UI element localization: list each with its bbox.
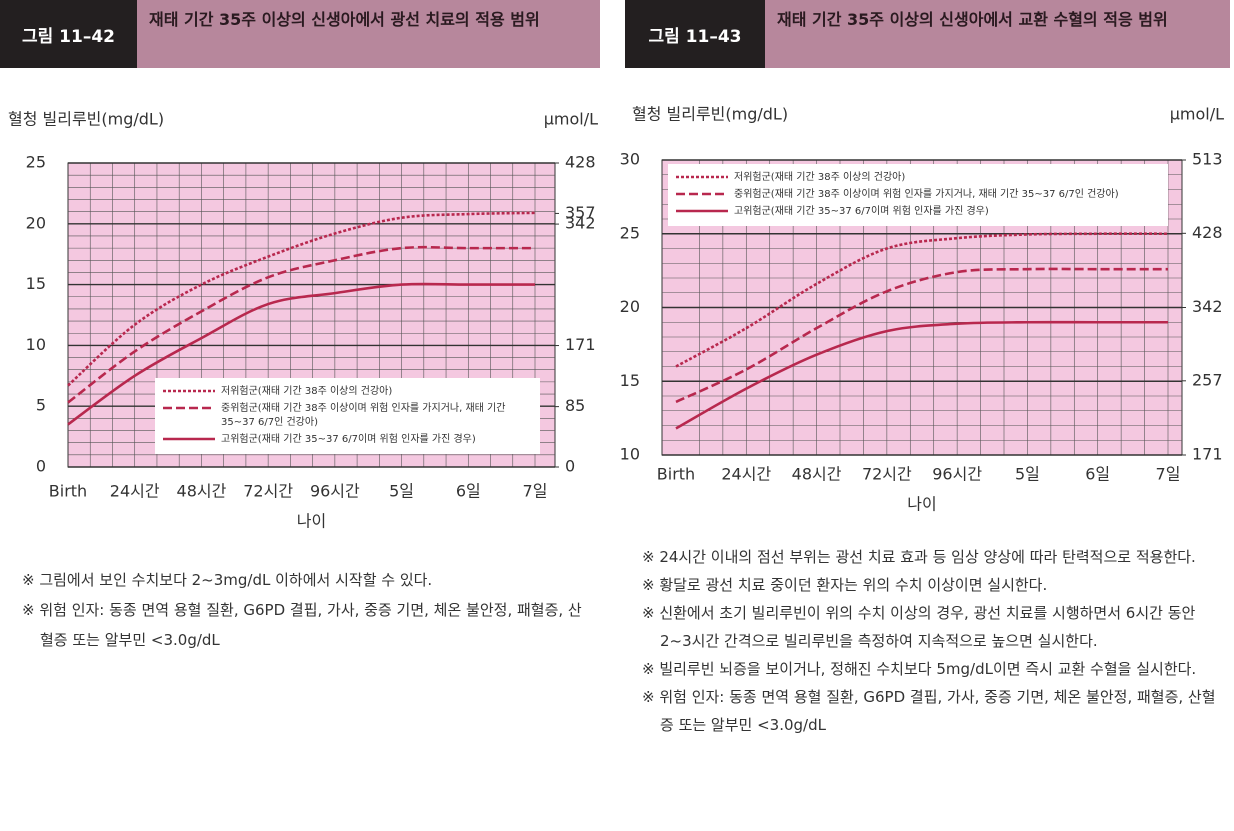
y-tick-label: 15 — [620, 371, 640, 390]
note: ※ 그림에서 보인 수치보다 2~3mg/dL 이하에서 시작할 수 있다. — [22, 571, 433, 589]
legend-label: 중위험군(재태 기간 38주 이상이며 위험 인자를 가지거나, 재태 기간 3… — [734, 189, 1119, 200]
y2-tick-label: 428 — [1192, 223, 1223, 242]
legend-swatch — [676, 209, 728, 213]
figure-title: 재태 기간 35주 이상의 신생아에서 광선 치료의 적용 범위 — [137, 0, 600, 68]
y2-tick-label: 428 — [565, 153, 596, 172]
x-tick-label: 24시간 — [721, 465, 771, 484]
legend-item: 중위험군(재태 기간 38주 이상이며 위험 인자를 가지거나, 재태 기간 3… — [161, 402, 534, 430]
legend: 저위험군(재태 기간 38주 이상의 건강아) 중위험군(재태 기간 38주 이상… — [155, 378, 540, 454]
figure-title: 재태 기간 35주 이상의 신생아에서 교환 수혈의 적응 범위 — [765, 0, 1230, 68]
y2-tick-label: 171 — [565, 335, 596, 354]
y-axis-label: 혈청 빌리루빈(mg/dL) — [8, 110, 164, 129]
y-axis-label: 혈청 빌리루빈(mg/dL) — [632, 105, 788, 124]
y2-tick-label: 342 — [1192, 297, 1223, 316]
legend-item: 저위험군(재태 기간 38주 이상의 건강아) — [674, 171, 1162, 185]
notes: ※ 24시간 이내의 점선 부위는 광선 치료 효과 등 임상 양상에 따라 탄… — [642, 543, 1217, 739]
note: ※ 황달로 광선 치료 중이던 환자는 위의 수치 이상이면 실시한다. — [642, 576, 1048, 594]
x-tick-label: 96시간 — [932, 465, 982, 484]
x-tick-label: 48시간 — [792, 465, 842, 484]
series-line — [675, 320, 1168, 430]
x-tick-label: 72시간 — [862, 465, 912, 484]
x-tick-label: 5일 — [1015, 465, 1040, 484]
y2-axis-label: μmol/L — [1170, 105, 1224, 124]
y-tick-label: 30 — [620, 150, 640, 169]
x-tick-label: 72시간 — [243, 482, 293, 501]
x-tick-label: Birth — [657, 465, 695, 484]
x-tick-label: Birth — [49, 482, 87, 501]
legend-swatch — [676, 175, 728, 179]
note: ※ 신환에서 초기 빌리루빈이 위의 수치 이상의 경우, 광선 치료를 시행하… — [642, 604, 1196, 650]
legend-item: 고위험군(재태 기간 35~37 6/7이며 위험 인자를 가진 경우) — [161, 433, 534, 447]
x-tick-label: 6일 — [456, 482, 481, 501]
y-tick-label: 10 — [620, 445, 640, 464]
y-tick-label: 25 — [620, 223, 640, 242]
x-tick-label: 96시간 — [310, 482, 360, 501]
legend-label: 고위험군(재태 기간 35~37 6/7이며 위험 인자를 가진 경우) — [734, 206, 989, 217]
legend-label: 중위험군(재태 기간 38주 이상이며 위험 인자를 가지거나, 재태 기간 3… — [221, 403, 506, 428]
y2-tick-label: 85 — [565, 396, 585, 415]
legend-swatch — [163, 389, 215, 393]
y-tick-label: 15 — [26, 274, 46, 293]
legend-label: 저위험군(재태 기간 38주 이상의 건강아) — [221, 386, 393, 397]
series-line — [675, 232, 1169, 368]
y2-tick-label: 0 — [565, 457, 575, 476]
legend-item: 중위험군(재태 기간 38주 이상이며 위험 인자를 가지거나, 재태 기간 3… — [674, 188, 1162, 202]
x-axis-label: 나이 — [907, 495, 936, 514]
legend-swatch — [163, 437, 215, 441]
figure-label: 그림 11–43 — [625, 0, 765, 68]
legend-swatch — [163, 406, 215, 410]
y-tick-label: 25 — [26, 153, 46, 172]
note: ※ 24시간 이내의 점선 부위는 광선 치료 효과 등 임상 양상에 따라 탄… — [642, 548, 1196, 566]
y-tick-label: 5 — [36, 396, 46, 415]
note: ※ 빌리루빈 뇌증을 보이거나, 정해진 수치보다 5mg/dL이면 즉시 교환… — [642, 660, 1197, 678]
legend-item: 저위험군(재태 기간 38주 이상의 건강아) — [161, 385, 534, 399]
y2-tick-label: 513 — [1192, 150, 1223, 169]
x-tick-label: 24시간 — [110, 482, 160, 501]
x-tick-label: 5일 — [389, 482, 414, 501]
y2-axis-label: μmol/L — [544, 110, 598, 129]
legend-item: 고위험군(재태 기간 35~37 6/7이며 위험 인자를 가진 경우) — [674, 205, 1162, 219]
series-line — [675, 267, 1168, 404]
legend-label: 저위험군(재태 기간 38주 이상의 건강아) — [734, 172, 906, 183]
y2-tick-label: 357 — [565, 203, 596, 222]
y2-tick-label: 342 — [565, 214, 596, 233]
legend-label: 고위험군(재태 기간 35~37 6/7이며 위험 인자를 가진 경우) — [221, 434, 476, 445]
note: ※ 위험 인자: 동종 면역 용혈 질환, G6PD 결핍, 가사, 중증 기면… — [22, 601, 582, 649]
figure-label: 그림 11–42 — [0, 0, 137, 68]
series-line — [67, 211, 536, 387]
x-tick-label: 7일 — [1156, 465, 1181, 484]
x-tick-label: 48시간 — [177, 482, 227, 501]
y2-tick-label: 171 — [1192, 445, 1223, 464]
x-tick-label: 6일 — [1085, 465, 1110, 484]
series-line — [67, 245, 535, 404]
x-tick-label: 7일 — [523, 482, 548, 501]
x-axis-label: 나이 — [297, 512, 326, 531]
y-tick-label: 10 — [26, 335, 46, 354]
legend-swatch — [676, 192, 728, 196]
series-line — [67, 282, 535, 426]
y-tick-label: 20 — [620, 297, 640, 316]
notes: ※ 그림에서 보인 수치보다 2~3mg/dL 이하에서 시작할 수 있다. ※ … — [22, 565, 592, 655]
y-tick-label: 0 — [36, 457, 46, 476]
y-tick-label: 20 — [26, 213, 46, 232]
legend: 저위험군(재태 기간 38주 이상의 건강아) 중위험군(재태 기간 38주 이상… — [668, 164, 1168, 226]
note: ※ 위험 인자: 동종 면역 용혈 질환, G6PD 결핍, 가사, 중증 기면… — [642, 688, 1216, 734]
y2-tick-label: 257 — [1192, 370, 1223, 389]
